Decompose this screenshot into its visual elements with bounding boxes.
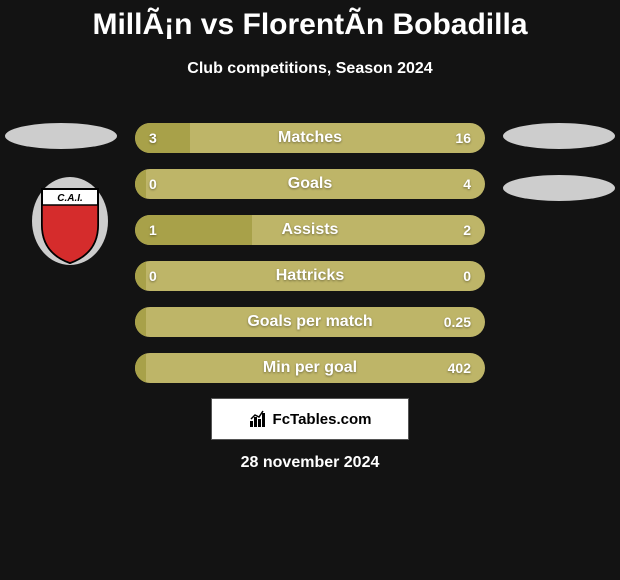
page-subtitle: Club competitions, Season 2024 bbox=[0, 42, 620, 78]
chart-icon bbox=[249, 410, 267, 428]
stat-row-min-per-goal: Min per goal 402 bbox=[135, 353, 485, 383]
stat-row-goals: 0 Goals 4 bbox=[135, 169, 485, 199]
stat-value-right: 0.25 bbox=[444, 307, 471, 337]
stat-value-right: 2 bbox=[463, 215, 471, 245]
date-text: 28 november 2024 bbox=[0, 454, 620, 472]
stat-value-right: 0 bbox=[463, 261, 471, 291]
stat-label: Matches bbox=[135, 123, 485, 153]
team-logo: C.A.I. bbox=[30, 175, 110, 267]
stat-label: Assists bbox=[135, 215, 485, 245]
stat-label: Hattricks bbox=[135, 261, 485, 291]
stat-label: Goals bbox=[135, 169, 485, 199]
stat-label: Goals per match bbox=[135, 307, 485, 337]
stat-value-right: 16 bbox=[455, 123, 471, 153]
svg-text:C.A.I.: C.A.I. bbox=[57, 193, 83, 204]
player-right-badge-1 bbox=[503, 123, 615, 149]
player-left-badge bbox=[5, 123, 117, 149]
stat-value-right: 402 bbox=[448, 353, 471, 383]
stat-row-hattricks: 0 Hattricks 0 bbox=[135, 261, 485, 291]
stats-container: 3 Matches 16 0 Goals 4 1 Assists 2 0 Hat… bbox=[135, 123, 485, 399]
player-right-badge-2 bbox=[503, 175, 615, 201]
page-title: MillÃ¡n vs FlorentÃ­n Bobadilla bbox=[0, 0, 620, 42]
stat-row-assists: 1 Assists 2 bbox=[135, 215, 485, 245]
footer-text: FcTables.com bbox=[273, 411, 372, 428]
footer-attribution[interactable]: FcTables.com bbox=[211, 398, 409, 440]
stat-value-right: 4 bbox=[463, 169, 471, 199]
stat-label: Min per goal bbox=[135, 353, 485, 383]
stat-row-matches: 3 Matches 16 bbox=[135, 123, 485, 153]
stat-row-goals-per-match: Goals per match 0.25 bbox=[135, 307, 485, 337]
